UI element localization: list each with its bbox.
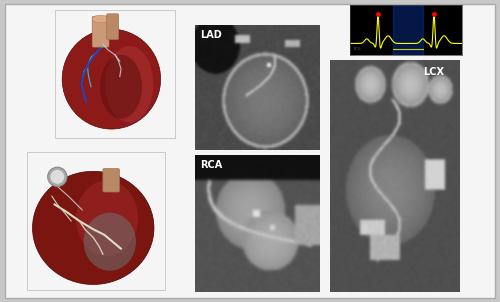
- Circle shape: [48, 167, 67, 187]
- Text: ECG: ECG: [354, 47, 361, 51]
- FancyBboxPatch shape: [92, 16, 109, 47]
- Ellipse shape: [62, 29, 160, 129]
- FancyBboxPatch shape: [103, 169, 120, 192]
- Circle shape: [50, 170, 64, 184]
- Text: LCX: LCX: [424, 67, 444, 77]
- Bar: [392, 5, 423, 55]
- Ellipse shape: [84, 213, 136, 271]
- Text: LAD: LAD: [200, 30, 222, 40]
- Ellipse shape: [76, 180, 138, 256]
- FancyBboxPatch shape: [5, 4, 495, 298]
- Ellipse shape: [100, 55, 142, 119]
- FancyBboxPatch shape: [106, 14, 118, 40]
- Text: RCA: RCA: [200, 160, 222, 171]
- Ellipse shape: [106, 46, 154, 123]
- Ellipse shape: [92, 15, 109, 23]
- Ellipse shape: [32, 171, 154, 284]
